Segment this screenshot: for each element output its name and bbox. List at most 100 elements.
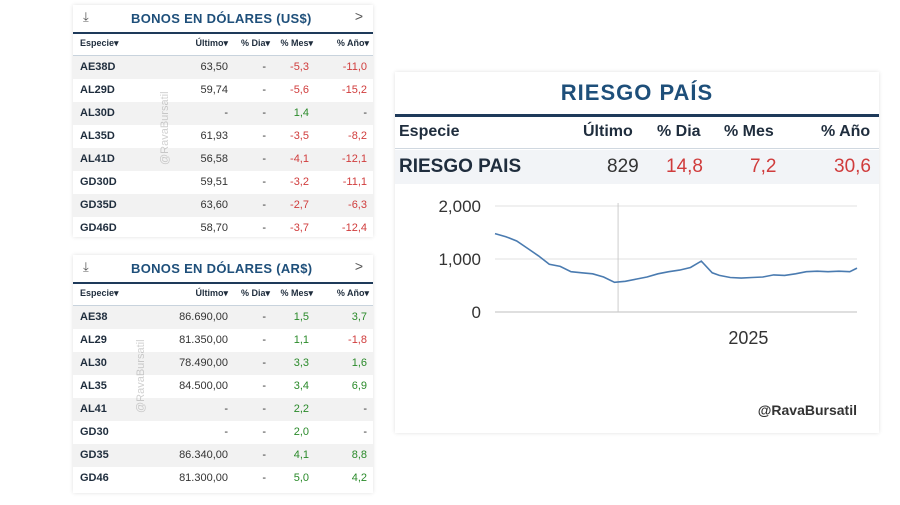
bond-dia: - [262,222,266,234]
bond-ano: -11,0 [342,61,367,73]
bond-mes: 2,2 [293,403,309,415]
bond-ano: 1,6 [351,357,367,369]
col-especie[interactable]: Especie▾ [80,38,119,48]
bond-ano: -12,1 [341,153,367,165]
ars-table-body: AE38 86.690,00-1,5 3,7 AL29 81.350,00-1,1 -1,… [73,306,373,490]
table-row[interactable]: AL30D - - 1,4 - [73,102,373,125]
table-row[interactable]: AL30 78.490,00 - 3,3 1,6 [73,352,373,375]
bond-ultimo: 59,74 [200,84,228,96]
table-row[interactable]: GD46D 58,70 - -3,7 -12,4 [73,217,373,240]
bond-ultimo: 78.490,00 [179,357,228,369]
bond-name: GD35D [80,199,117,211]
bond-name: AE38D [80,61,116,73]
riesgo-pais-panel: RIESGO PAÍS Especie Último % Dia % Mes %… [395,72,879,433]
col-ultimo[interactable]: Último▾ [195,38,228,48]
bond-dia: - [262,380,266,392]
bond-ultimo: 81.350,00 [179,334,228,346]
bond-mes: 1,5 [293,311,309,323]
bond-ano: -8,2 [348,130,367,142]
series-line [494,232,858,284]
col-mes[interactable]: % Mes▾ [280,38,313,48]
col-ultimo[interactable]: Último▾ [195,288,228,298]
bond-dia: - [262,176,266,188]
col-dia[interactable]: % Dia▾ [240,288,270,298]
ars-panel-header: ⤓ BONOS EN DÓLARES (AR$) > [73,255,373,282]
bond-mes: 5,0 [293,472,309,484]
col-ano[interactable]: % Año [821,123,871,140]
download-icon[interactable]: ⤓ [83,9,89,24]
ars-panel-title: BONOS EN DÓLARES (AR$) [131,261,313,276]
bond-name: GD46 [80,472,109,484]
table-row[interactable]: GD46 81.300,00 - 5,0 4,2 [73,467,373,490]
usd-panel-header: ⤓ BONOS EN DÓLARES (US$) > [73,5,373,32]
table-row[interactable]: AL41D 56,58 - -4,1 -12,1 [73,148,373,171]
table-row[interactable]: GD30 - - 2,0 - [73,421,373,444]
bond-dia: - [262,311,266,323]
col-ultimo[interactable]: Último [583,123,633,140]
col-dia[interactable]: % Dia▾ [240,38,270,48]
bond-dia: - [262,403,266,415]
bond-name: AL29D [80,84,115,96]
bond-dia: - [262,130,266,142]
riesgo-dia: 14,8 [666,156,703,177]
bond-ano: - [363,403,367,415]
table-row[interactable]: AE38 86.690,00 - 1,5 3,7 [73,306,373,329]
bond-mes: -5,3 [290,61,309,73]
ars-bonds-panel: ⤓ BONOS EN DÓLARES (AR$) > Especie▾ Últi… [73,255,373,493]
bond-ultimo: 58,70 [200,222,228,234]
bond-mes: 3,4 [293,380,309,392]
bond-mes: -5,6 [290,84,309,96]
y-tick-label: 2,000 [438,197,481,216]
table-row[interactable]: GD30D 59,51 - -3,2 -11,1 [73,171,373,194]
bond-dia: - [262,426,266,438]
bond-ano: -15,2 [341,84,367,96]
bond-ano: -12,4 [341,222,367,234]
bond-ultimo: 56,58 [200,153,228,165]
bond-ano: 6,9 [351,380,367,392]
bond-name: GD35 [80,449,109,461]
riesgo-ultimo: 829 [607,156,639,177]
bond-mes: -3,5 [290,130,309,142]
bond-mes: 4,1 [293,449,309,461]
riesgo-mes: 7,2 [750,156,777,177]
bond-ano: -6,3 [348,199,367,211]
col-especie[interactable]: Especie▾ [80,288,119,298]
usd-table-body: AE38D 63,50 - -5,3 -11,0 AL29D 59,74 - -5,6 -15,2… [73,56,373,240]
bond-ultimo: - [224,426,228,438]
riesgo-row[interactable]: RIESGO PAIS 829 14,8 7,2 30,6 [395,150,879,184]
col-dia[interactable]: % Dia [657,123,701,140]
watermark: @RavaBursatil [135,339,147,413]
table-row[interactable]: AL35D 61,93 - -3,5 -8,2 [73,125,373,148]
col-mes[interactable]: % Mes▾ [280,288,313,298]
riesgo-name: RIESGO PAIS [399,156,522,177]
bond-mes: 1,1 [293,334,309,346]
bond-dia: - [262,84,266,96]
chevron-right-icon[interactable]: > [354,8,363,24]
bond-name: GD46D [80,222,117,234]
col-ano[interactable]: % Año▾ [336,38,369,48]
bond-dia: - [262,357,266,369]
bond-name: AL35D [80,130,115,142]
bond-dia: - [262,153,266,165]
download-icon[interactable]: ⤓ [83,259,89,274]
bond-name: AL41D [80,153,115,165]
table-row[interactable]: AL29 81.350,00 - 1,1 -1,8 [73,329,373,352]
table-row[interactable]: AE38D 63,50 - -5,3 -11,0 [73,56,373,79]
bond-mes: -3,2 [290,176,309,188]
chevron-right-icon[interactable]: > [354,258,363,274]
col-mes[interactable]: % Mes [724,123,774,140]
table-row[interactable]: AL29D 59,74 - -5,6 -15,2 [73,79,373,102]
col-ano[interactable]: % Año▾ [336,288,369,298]
bond-mes: -3,7 [290,222,309,234]
table-row[interactable]: GD35 86.340,00 - 4,1 8,8 [73,444,373,467]
riesgo-table-header: Especie Último % Dia % Mes % Año [395,114,879,149]
table-row[interactable]: GD35D 63,60 - -2,7 -6,3 [73,194,373,217]
bond-ultimo: 61,93 [200,130,228,142]
bond-ano: - [363,426,367,438]
col-especie[interactable]: Especie [399,123,460,140]
bond-dia: - [262,472,266,484]
table-row[interactable]: AL41 - - 2,2 - [73,398,373,421]
bond-ano: -11,1 [342,176,367,188]
y-tick-label: 1,000 [438,250,481,269]
table-row[interactable]: AL35 84.500,00 - 3,4 6,9 [73,375,373,398]
